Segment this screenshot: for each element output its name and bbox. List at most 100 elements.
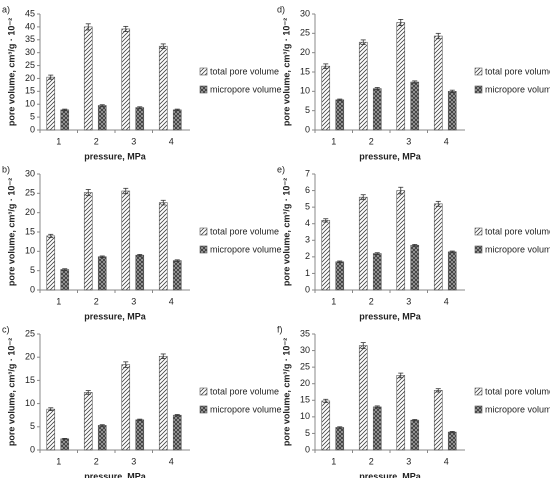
bar: [410, 419, 420, 451]
legend-label: micropore volume: [485, 244, 550, 254]
error-bar: [323, 63, 329, 69]
error-bar: [160, 199, 166, 206]
error-bar: [137, 254, 143, 257]
error-bar: [99, 424, 105, 427]
error-bar: [48, 74, 54, 80]
bar: [372, 406, 382, 451]
x-axis-label: pressure, MPa: [359, 151, 422, 161]
y-tick-label: 5: [30, 111, 35, 121]
y-tick-label: 25: [300, 362, 310, 372]
error-bar: [337, 260, 343, 264]
y-tick-label: 20: [25, 73, 35, 83]
error-bar: [337, 98, 343, 102]
error-bar: [48, 233, 54, 238]
legend-label: micropore volume: [210, 404, 282, 414]
x-tick-label: 4: [444, 136, 449, 146]
y-tick-label: 15: [25, 226, 35, 236]
error-bar: [374, 252, 380, 255]
y-tick-label: 10: [25, 99, 35, 109]
error-bar: [449, 250, 455, 254]
panel-label: f): [277, 324, 283, 334]
bar: [60, 438, 70, 451]
x-tick-label: 1: [56, 296, 61, 306]
x-tick-label: 2: [369, 456, 374, 466]
y-tick-label: 20: [300, 378, 310, 388]
x-tick-label: 3: [131, 136, 136, 146]
bar: [358, 345, 368, 451]
y-tick-label: 5: [30, 421, 35, 431]
error-bar: [412, 244, 418, 247]
error-bar: [323, 218, 329, 223]
y-tick-label: 10: [300, 86, 310, 96]
panel-label: b): [2, 164, 10, 174]
legend-label: total pore volume: [210, 66, 279, 76]
x-tick-label: 4: [169, 296, 174, 306]
error-bar: [374, 87, 380, 91]
legend-swatch: [199, 67, 208, 76]
y-tick-label: 25: [25, 60, 35, 70]
bar: [135, 107, 145, 131]
error-bar: [160, 353, 166, 359]
x-tick-label: 2: [94, 136, 99, 146]
x-tick-label: 1: [331, 136, 336, 146]
y-tick-label: 10: [25, 398, 35, 408]
y-tick-label: 30: [300, 345, 310, 355]
error-bar: [360, 342, 366, 349]
bar: [172, 109, 182, 131]
bar: [447, 91, 457, 131]
y-tick-label: 0: [30, 124, 35, 134]
x-axis-label: pressure, MPa: [84, 471, 147, 478]
bar: [121, 364, 131, 451]
bar: [447, 431, 457, 451]
legend-label: micropore volume: [210, 244, 282, 254]
error-bar: [48, 407, 54, 411]
y-tick-label: 15: [25, 375, 35, 385]
y-tick-label: 5: [305, 105, 310, 115]
bar: [158, 355, 168, 451]
error-bar: [174, 414, 180, 417]
error-bar: [85, 189, 91, 197]
y-tick-label: 45: [25, 8, 35, 18]
y-tick-label: 5: [305, 428, 310, 438]
bar: [60, 269, 70, 291]
bar: [83, 26, 93, 131]
bar: [358, 196, 368, 291]
legend-swatch: [199, 227, 208, 236]
y-axis-label: pore volume, cm³/g · 10⁻²: [281, 338, 291, 446]
bar: [410, 244, 420, 291]
bar: [97, 105, 107, 131]
y-axis-label: pore volume, cm³/g · 10⁻²: [6, 18, 16, 126]
x-tick-label: 1: [56, 456, 61, 466]
y-tick-label: 7: [305, 168, 310, 178]
y-tick-label: 10: [25, 246, 35, 256]
error-bar: [137, 106, 143, 109]
y-axis-label: pore volume, cm³/g · 10⁻²: [281, 178, 291, 286]
x-tick-label: 4: [444, 296, 449, 306]
x-axis-label: pressure, MPa: [359, 311, 422, 321]
bar: [358, 41, 368, 131]
y-tick-label: 0: [305, 124, 310, 134]
bar: [321, 65, 331, 131]
legend-label: total pore volume: [485, 66, 550, 76]
bar: [433, 203, 443, 291]
y-tick-label: 3: [305, 235, 310, 245]
error-bar: [123, 25, 129, 32]
panel-label: a): [2, 4, 10, 14]
y-axis-label: pore volume, cm³/g · 10⁻²: [6, 338, 16, 446]
legend-label: micropore volume: [485, 404, 550, 414]
bar: [433, 390, 443, 451]
legend-swatch: [199, 245, 208, 254]
bar: [97, 256, 107, 291]
bar: [410, 81, 420, 131]
x-tick-label: 2: [369, 296, 374, 306]
legend-swatch: [474, 405, 483, 414]
error-bar: [337, 426, 343, 429]
y-axis-label: pore volume, cm³/g · 10⁻²: [6, 178, 16, 286]
panel-label: c): [2, 324, 10, 334]
error-bar: [360, 39, 366, 45]
bar: [335, 427, 345, 451]
x-tick-label: 4: [169, 456, 174, 466]
bar: [135, 254, 145, 291]
y-tick-label: 35: [300, 328, 310, 338]
error-bar: [85, 23, 91, 31]
